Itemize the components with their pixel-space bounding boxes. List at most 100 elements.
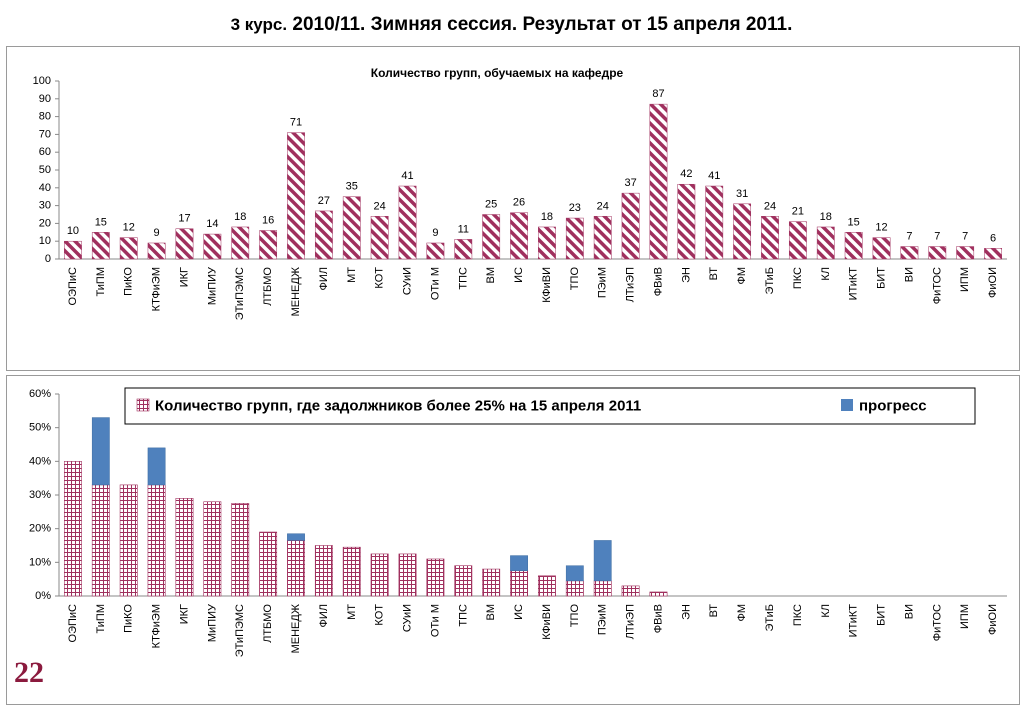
category-label: КТФиЭМ bbox=[151, 267, 163, 311]
y-tick-label: 50% bbox=[29, 422, 51, 434]
data-label: 42 bbox=[680, 168, 692, 180]
category-label: ФМ bbox=[736, 604, 748, 622]
bar bbox=[203, 233, 222, 260]
data-label: 37 bbox=[624, 177, 636, 189]
category-label: ИТиКТ bbox=[848, 604, 860, 638]
bar bbox=[370, 553, 389, 597]
category-label: ТПО bbox=[569, 604, 581, 628]
data-label: 7 bbox=[962, 231, 968, 243]
bar bbox=[314, 210, 333, 260]
chart-groups-count-panel: Количество групп, обучаемых на кафедре 0 1… bbox=[6, 46, 1020, 371]
category-label: КФиВИ bbox=[541, 604, 553, 640]
bar-progress bbox=[593, 540, 612, 582]
y-tick-label: 70 bbox=[39, 128, 51, 140]
category-label: ФиТОС bbox=[931, 604, 943, 641]
y-tick-label: 100 bbox=[33, 75, 51, 87]
data-label: 7 bbox=[934, 231, 940, 243]
category-label: МТ bbox=[346, 267, 358, 283]
bar bbox=[314, 545, 333, 597]
category-label: ВМ bbox=[485, 604, 497, 621]
y-tick-label: 30% bbox=[29, 489, 51, 501]
data-label: 12 bbox=[875, 222, 887, 234]
bar bbox=[259, 531, 278, 597]
slide-number: 22 bbox=[14, 656, 44, 689]
category-label: ЛТБМО bbox=[262, 267, 274, 306]
category-label: ФиОИ bbox=[987, 604, 999, 635]
data-label: 27 bbox=[318, 195, 330, 207]
category-label: МЕНЕДЖ bbox=[290, 604, 302, 653]
bar bbox=[287, 540, 305, 597]
bar bbox=[175, 228, 194, 260]
bar bbox=[984, 248, 1002, 260]
category-label: ПЭиМ bbox=[597, 604, 609, 635]
page-title-main: 2010/11. Зимняя сессия. Результат от 15 … bbox=[292, 14, 793, 35]
data-label: 87 bbox=[652, 88, 664, 100]
category-label: ФиТОС bbox=[931, 267, 943, 304]
category-label: ВТ bbox=[708, 604, 720, 618]
bar bbox=[426, 558, 445, 597]
bar bbox=[510, 570, 529, 597]
bar bbox=[872, 237, 891, 260]
category-label: КОТ bbox=[374, 604, 386, 626]
bar bbox=[91, 232, 110, 260]
bar-progress bbox=[510, 555, 528, 572]
y-tick-label: 40% bbox=[29, 455, 51, 467]
bar bbox=[816, 226, 835, 260]
data-label: 14 bbox=[206, 218, 218, 230]
data-label: 12 bbox=[123, 222, 135, 234]
data-label: 15 bbox=[95, 216, 107, 228]
bar bbox=[593, 216, 612, 260]
y-tick-label: 60 bbox=[39, 146, 51, 158]
bar bbox=[900, 246, 919, 260]
category-label: ПиКО bbox=[123, 267, 135, 296]
category-label: ОТи М bbox=[429, 604, 441, 637]
bar bbox=[175, 498, 194, 597]
y-tick-label: 10 bbox=[39, 235, 51, 247]
category-label: СУиИ bbox=[402, 604, 414, 632]
y-tick-label: 60% bbox=[29, 388, 51, 400]
legend-swatch-progress bbox=[841, 399, 853, 411]
data-label: 18 bbox=[541, 211, 553, 223]
bar-progress bbox=[565, 565, 584, 582]
data-label: 41 bbox=[401, 170, 413, 182]
bar bbox=[538, 226, 556, 260]
category-label: БИТ bbox=[876, 267, 888, 289]
data-label: 10 bbox=[67, 225, 79, 237]
bar-progress bbox=[147, 447, 166, 486]
bar bbox=[147, 242, 166, 260]
y-tick-label: 90 bbox=[39, 93, 51, 105]
category-label: ОТи М bbox=[429, 267, 441, 300]
bar bbox=[287, 132, 305, 260]
data-label: 24 bbox=[764, 200, 776, 212]
bar bbox=[565, 217, 584, 260]
y-tick-label: 20% bbox=[29, 523, 51, 535]
category-label: МиПИУ bbox=[206, 266, 218, 305]
bar bbox=[928, 246, 947, 260]
category-label: ОЭПиС bbox=[67, 267, 79, 306]
category-label: ФиОИ bbox=[987, 267, 999, 298]
page-title-prefix: 3 курс. bbox=[230, 15, 288, 34]
bar bbox=[705, 185, 724, 260]
category-label: ТиПМ bbox=[95, 604, 107, 633]
category-label: ЭТиПЭМС bbox=[234, 604, 246, 657]
legend-label-debtors: Количество групп, где задолжников более … bbox=[155, 398, 641, 415]
category-label: ЛТиЭП bbox=[625, 267, 637, 303]
bar bbox=[398, 185, 417, 260]
category-label: ЭТиБ bbox=[764, 267, 776, 295]
category-label: КТФиЭМ bbox=[151, 604, 163, 648]
y-tick-label: 0% bbox=[35, 590, 51, 602]
y-tick-label: 30 bbox=[39, 200, 51, 212]
bar bbox=[761, 216, 779, 260]
data-label: 11 bbox=[458, 223, 469, 235]
bar bbox=[259, 230, 278, 260]
category-label: КЛ bbox=[820, 267, 832, 281]
category-label: ВИ bbox=[903, 267, 915, 282]
category-label: ПиКО bbox=[123, 604, 135, 633]
category-label: ЛТБМО bbox=[262, 604, 274, 643]
bar bbox=[956, 246, 975, 260]
category-label: ТПС bbox=[457, 604, 469, 627]
data-label: 9 bbox=[154, 227, 160, 239]
category-label: ИКГ bbox=[178, 267, 190, 287]
data-label: 24 bbox=[597, 200, 609, 212]
legend-label-progress: прогресс bbox=[859, 398, 927, 415]
